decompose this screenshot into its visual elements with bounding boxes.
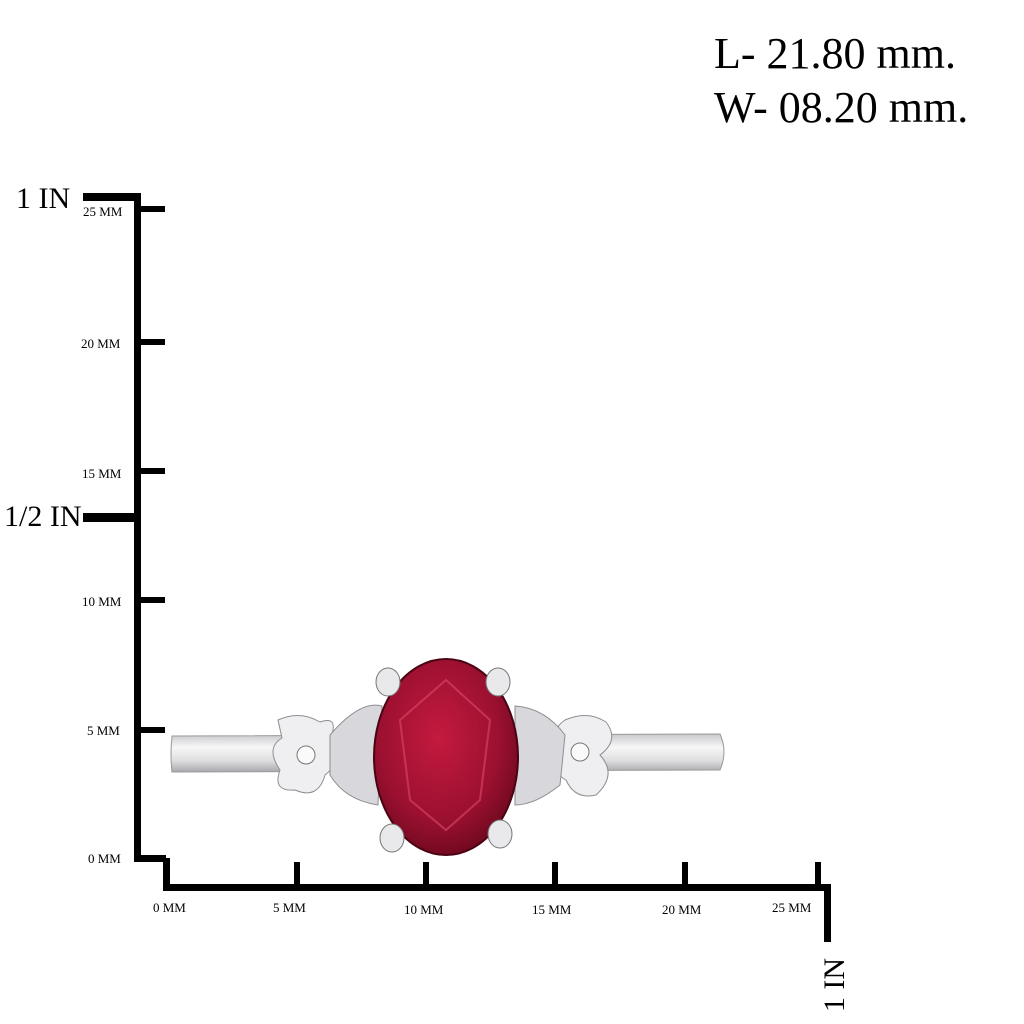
- ruby-stone: [373, 658, 519, 856]
- mm-label: 25 MM: [772, 900, 812, 915]
- mm-label: 5 MM: [273, 900, 306, 915]
- inch-tick-1-horizontal: [824, 884, 831, 942]
- mm-label: 10 MM: [404, 902, 444, 917]
- inch-tick-half: [83, 513, 141, 522]
- mm-label: 15 MM: [532, 902, 572, 917]
- mm-label: 10 MM: [82, 594, 122, 609]
- mm-label: 5 MM: [87, 723, 120, 738]
- mm-label: 15 MM: [82, 466, 122, 481]
- mm-label: 0 MM: [88, 851, 121, 866]
- inch-label-1: 1 IN: [16, 182, 71, 215]
- side-flower-right: [514, 705, 613, 806]
- mm-label: 20 MM: [662, 902, 702, 917]
- mm-label: 25 MM: [83, 204, 123, 219]
- side-flower-left: [272, 704, 383, 806]
- mm-label: 0 MM: [153, 900, 186, 915]
- length-dimension: L- 21.80 mm.: [714, 29, 956, 78]
- inch-tick-1: [83, 193, 141, 201]
- mm-label: 20 MM: [81, 336, 121, 351]
- prongs: [375, 667, 513, 853]
- width-dimension: W- 08.20 mm.: [714, 83, 969, 132]
- inch-label-half: 1/2 IN: [4, 500, 82, 533]
